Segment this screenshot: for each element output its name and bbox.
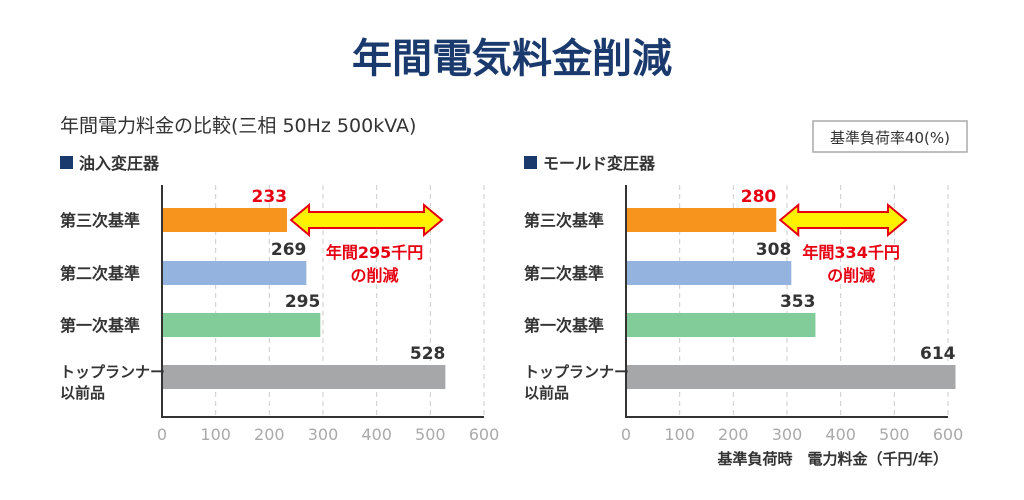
- category-label: 以前品: [60, 384, 105, 402]
- bar: [626, 208, 777, 232]
- legend-square: [60, 156, 73, 169]
- category-label: 第三次基準: [524, 211, 604, 230]
- data-label: 308: [756, 240, 792, 260]
- x-tick-label: 200: [718, 425, 749, 444]
- bar: [162, 208, 288, 232]
- axis-line: [625, 185, 948, 418]
- legend-square: [524, 156, 537, 169]
- data-label: 233: [252, 187, 288, 207]
- x-tick-label: 100: [664, 425, 695, 444]
- data-label: 614: [920, 344, 956, 364]
- savings-annotation: の削減: [351, 266, 399, 285]
- bar: [162, 261, 307, 285]
- x-tick-label: 400: [825, 425, 856, 444]
- x-tick-label: 600: [933, 425, 964, 444]
- legend-label: 油入変圧器: [79, 154, 160, 173]
- savings-annotation: の削減: [827, 266, 875, 285]
- x-tick-label: 500: [879, 425, 910, 444]
- category-label: 以前品: [524, 384, 569, 402]
- load-note: 基準負荷率40(%): [830, 129, 950, 147]
- bar: [626, 313, 816, 337]
- x-tick-label: 400: [361, 425, 392, 444]
- x-tick-label: 300: [772, 425, 803, 444]
- x-tick-label: 0: [157, 425, 167, 444]
- data-label: 280: [741, 187, 777, 207]
- x-tick-label: 500: [415, 425, 446, 444]
- x-tick-label: 0: [621, 425, 631, 444]
- bar: [626, 261, 792, 285]
- chart-subtitle: 年間電力料金の比較(三相 50Hz 500kVA): [60, 115, 416, 137]
- data-label: 353: [780, 292, 816, 312]
- bar: [626, 365, 956, 389]
- axis-line: [161, 185, 484, 418]
- double-arrow-icon: [778, 202, 908, 238]
- category-label: トップランナー: [60, 363, 165, 381]
- main-title: 年間電気料金削減: [352, 36, 672, 82]
- category-label: 第二次基準: [60, 264, 140, 283]
- data-label: 269: [271, 240, 307, 260]
- double-arrow-icon: [289, 202, 444, 238]
- data-label: 528: [410, 344, 446, 364]
- savings-annotation: 年間295千円: [326, 243, 423, 262]
- data-label: 295: [285, 292, 321, 312]
- x-axis-label: 基準負荷時 電力料金（千円/年）: [717, 450, 948, 468]
- legend-label: モールド変圧器: [543, 154, 656, 173]
- x-tick-label: 300: [308, 425, 339, 444]
- load-note-box: [812, 120, 968, 153]
- bar: [162, 313, 321, 337]
- category-label: 第一次基準: [60, 316, 140, 335]
- x-tick-label: 600: [469, 425, 500, 444]
- category-label: 第二次基準: [524, 264, 604, 283]
- category-label: 第三次基準: [60, 211, 140, 230]
- category-label: 第一次基準: [524, 316, 604, 335]
- bar: [162, 365, 446, 389]
- x-tick-label: 100: [200, 425, 231, 444]
- x-tick-label: 200: [254, 425, 285, 444]
- category-label: トップランナー: [524, 363, 629, 381]
- savings-annotation: 年間334千円: [802, 243, 899, 262]
